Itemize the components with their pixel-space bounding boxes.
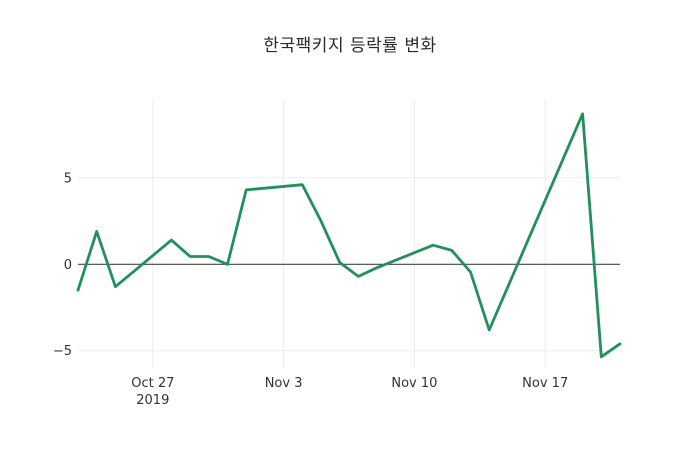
x-tick-label: Oct 27 xyxy=(131,376,174,391)
x-tick-label: Nov 10 xyxy=(391,376,437,391)
chart-title: 한국팩키지 등락률 변화 xyxy=(263,36,437,56)
data-line-series xyxy=(76,112,622,359)
y-tick-label: 0 xyxy=(64,258,72,273)
x-tick-label: Nov 17 xyxy=(522,376,568,391)
x-tick-label: Nov 3 xyxy=(265,376,303,391)
y-tick-label: −5 xyxy=(53,344,72,359)
y-tick-label: 5 xyxy=(64,171,72,186)
x-tick-sublabel: 2019 xyxy=(136,393,169,408)
